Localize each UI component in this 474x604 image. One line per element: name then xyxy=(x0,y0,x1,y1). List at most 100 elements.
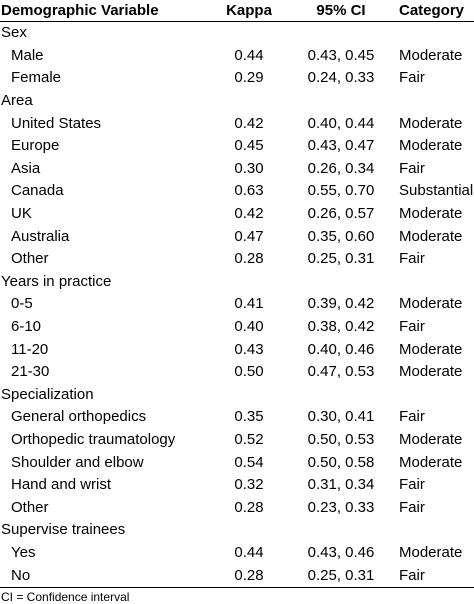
kappa-cell: 0.40 xyxy=(234,318,264,336)
table-row: Canada 0.63 0.55, 0.70 Substantial xyxy=(0,180,474,203)
table-row: Hand and wrist 0.32 0.31, 0.34 Fair xyxy=(0,474,474,497)
group-row: Years in practice xyxy=(0,271,474,294)
category-cell: Fair xyxy=(399,318,425,336)
kappa-cell: 0.47 xyxy=(234,227,264,245)
kappa-cell: 0.28 xyxy=(234,250,264,268)
table-row: General orthopedics 0.35 0.30, 0.41 Fair xyxy=(0,406,474,429)
table-row: Orthopedic traumatology 0.52 0.50, 0.53 Mod… xyxy=(0,429,474,452)
category-cell: Fair xyxy=(396,564,474,588)
group-row: Supervise trainees xyxy=(0,519,474,542)
kappa-cell: 0.28 xyxy=(234,498,264,516)
kappa-cell: 0.44 xyxy=(234,543,264,561)
kappa-cell: 0.54 xyxy=(234,453,264,471)
row-label: Orthopedic traumatology xyxy=(11,430,176,448)
group-label: Area xyxy=(1,92,33,110)
ci-cell: 0.25, 0.31 xyxy=(307,250,375,268)
kappa-cell: 0.42 xyxy=(234,114,264,132)
table-row: 11-20 0.43 0.40, 0.46 Moderate xyxy=(0,338,474,361)
row-label: 6-10 xyxy=(11,318,42,336)
table-row: 6-10 0.40 0.38, 0.42 Fair xyxy=(0,316,474,339)
ci-cell: 0.40, 0.46 xyxy=(307,340,375,358)
table-row: Female 0.29 0.24, 0.33 Fair xyxy=(0,67,474,90)
category-cell: Fair xyxy=(399,159,425,177)
category-cell: Moderate xyxy=(399,137,463,155)
category-cell: Fair xyxy=(399,250,425,268)
row-label: 0-5 xyxy=(11,295,33,313)
group-label: Supervise trainees xyxy=(1,521,126,539)
ci-cell: 0.26, 0.57 xyxy=(307,205,375,223)
ci-cell: 0.24, 0.33 xyxy=(307,69,375,87)
row-label: Canada xyxy=(11,182,64,200)
category-cell: Moderate xyxy=(399,363,463,381)
group-label: Years in practice xyxy=(1,272,112,290)
kappa-cell: 0.42 xyxy=(234,205,264,223)
row-label: UK xyxy=(11,205,32,223)
row-label: Other xyxy=(11,498,49,516)
ci-cell: 0.43, 0.45 xyxy=(307,46,375,64)
row-label: Other xyxy=(11,250,49,268)
table-row: UK 0.42 0.26, 0.57 Moderate xyxy=(0,203,474,226)
kappa-cell: 0.41 xyxy=(234,295,264,313)
table-row: Shoulder and elbow 0.54 0.50, 0.58 Moderate xyxy=(0,451,474,474)
group-row: Area xyxy=(0,90,474,113)
ci-cell: 0.23, 0.33 xyxy=(307,498,375,516)
kappa-cell: 0.52 xyxy=(234,430,264,448)
kappa-cell: 0.32 xyxy=(234,476,264,494)
ci-cell: 0.39, 0.42 xyxy=(307,295,375,313)
row-label: United States xyxy=(11,114,102,132)
table-row: 0-5 0.41 0.39, 0.42 Moderate xyxy=(0,293,474,316)
group-row: Sex xyxy=(0,22,474,45)
header-category: Category xyxy=(396,0,474,22)
table-row: United States 0.42 0.40, 0.44 Moderate xyxy=(0,112,474,135)
table-row: Yes 0.44 0.43, 0.46 Moderate xyxy=(0,542,474,565)
row-label: Yes xyxy=(11,543,36,561)
table-row: 21-30 0.50 0.47, 0.53 Moderate xyxy=(0,361,474,384)
category-cell: Fair xyxy=(399,408,425,426)
category-cell: Moderate xyxy=(399,46,463,64)
group-label: Specialization xyxy=(1,385,94,403)
category-cell: Fair xyxy=(399,69,425,87)
kappa-cell: 0.45 xyxy=(234,137,264,155)
ci-cell: 0.30, 0.41 xyxy=(307,408,375,426)
kappa-cell: 0.43 xyxy=(234,340,264,358)
category-cell: Moderate xyxy=(399,430,463,448)
category-cell: Moderate xyxy=(399,340,463,358)
ci-cell: 0.50, 0.53 xyxy=(307,430,375,448)
header-kappa: Kappa xyxy=(208,0,286,22)
kappa-cell: 0.29 xyxy=(234,69,264,87)
table-row: Other 0.28 0.23, 0.33 Fair xyxy=(0,496,474,519)
kappa-cell: 0.63 xyxy=(234,182,264,200)
ci-cell: 0.55, 0.70 xyxy=(307,182,375,200)
row-label: Female xyxy=(11,69,62,87)
ci-cell: 0.25, 0.31 xyxy=(286,564,396,588)
category-cell: Fair xyxy=(399,498,425,516)
category-cell: Moderate xyxy=(399,453,463,471)
table-row: Europe 0.45 0.43, 0.47 Moderate xyxy=(0,135,474,158)
kappa-cell: 0.35 xyxy=(234,408,264,426)
table-header: Demographic Variable Kappa 95% CI Catego… xyxy=(0,0,474,22)
table-row: Male 0.44 0.43, 0.45 Moderate xyxy=(0,45,474,68)
category-cell: Moderate xyxy=(399,114,463,132)
header-row: Demographic Variable Kappa 95% CI Catego… xyxy=(0,0,474,22)
ci-cell: 0.26, 0.34 xyxy=(307,159,375,177)
header-demographic-variable: Demographic Variable xyxy=(0,0,208,22)
header-95-ci: 95% CI xyxy=(286,0,396,22)
ci-cell: 0.31, 0.34 xyxy=(307,476,375,494)
category-cell: Moderate xyxy=(399,295,463,313)
kappa-cell: 0.50 xyxy=(234,363,264,381)
table-row: Asia 0.30 0.26, 0.34 Fair xyxy=(0,158,474,181)
table-row: No 0.28 0.25, 0.31 Fair xyxy=(0,564,474,588)
category-cell: Substantial xyxy=(399,182,474,200)
kappa-table: Demographic Variable Kappa 95% CI Catego… xyxy=(0,0,474,588)
ci-cell: 0.35, 0.60 xyxy=(307,227,375,245)
ci-cell: 0.43, 0.47 xyxy=(307,137,375,155)
table-row: Other 0.28 0.25, 0.31 Fair xyxy=(0,248,474,271)
ci-cell: 0.40, 0.44 xyxy=(307,114,375,132)
table-row: Australia 0.47 0.35, 0.60 Moderate xyxy=(0,225,474,248)
ci-cell: 0.50, 0.58 xyxy=(307,453,375,471)
kappa-cell: 0.44 xyxy=(234,46,264,64)
category-cell: Moderate xyxy=(399,227,463,245)
category-cell: Moderate xyxy=(399,543,463,561)
row-label: 11-20 xyxy=(11,340,49,358)
